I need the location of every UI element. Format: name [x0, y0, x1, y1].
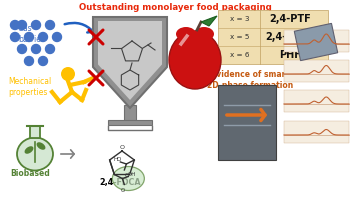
Text: O: O [121, 188, 126, 193]
Text: Biobased: Biobased [10, 170, 50, 178]
Polygon shape [98, 21, 162, 100]
FancyBboxPatch shape [284, 30, 349, 52]
Text: PHF: PHF [279, 50, 301, 60]
Ellipse shape [37, 142, 45, 150]
Circle shape [18, 21, 26, 29]
Text: Gas
barrier: Gas barrier [18, 24, 44, 44]
Text: 2,4-PPeF: 2,4-PPeF [266, 32, 314, 42]
Text: x = 5: x = 5 [230, 34, 250, 40]
Circle shape [39, 32, 47, 42]
Circle shape [25, 56, 33, 66]
FancyBboxPatch shape [218, 85, 276, 160]
Polygon shape [93, 17, 167, 108]
Text: 2,4-FDCA: 2,4-FDCA [99, 178, 141, 188]
Ellipse shape [17, 138, 53, 170]
Polygon shape [294, 23, 338, 61]
Circle shape [61, 67, 75, 81]
Polygon shape [201, 16, 217, 26]
Text: x = 3: x = 3 [230, 16, 250, 22]
Circle shape [25, 32, 33, 42]
Circle shape [39, 56, 47, 66]
FancyBboxPatch shape [124, 105, 136, 122]
Circle shape [53, 32, 61, 42]
Text: HO: HO [113, 157, 121, 162]
Ellipse shape [169, 31, 221, 89]
Ellipse shape [25, 146, 33, 154]
FancyBboxPatch shape [218, 10, 328, 64]
Circle shape [32, 21, 40, 29]
Text: O: O [125, 173, 130, 178]
Text: Mechanical
properties: Mechanical properties [8, 77, 51, 97]
Circle shape [18, 45, 26, 53]
FancyBboxPatch shape [30, 126, 40, 138]
Text: 2,4-PTF: 2,4-PTF [269, 14, 311, 24]
Circle shape [11, 21, 20, 29]
Circle shape [46, 21, 54, 29]
Text: Outstanding monolayer food packaging: Outstanding monolayer food packaging [79, 3, 271, 12]
Text: O: O [119, 145, 125, 150]
Circle shape [32, 45, 40, 53]
Text: x = 6: x = 6 [230, 52, 250, 58]
Text: OH: OH [128, 172, 137, 177]
Ellipse shape [176, 27, 196, 41]
Circle shape [11, 32, 20, 42]
FancyBboxPatch shape [284, 60, 349, 82]
FancyBboxPatch shape [108, 120, 152, 125]
Circle shape [46, 45, 54, 53]
FancyBboxPatch shape [284, 121, 349, 143]
Text: Evidence of smart
2D-phase formation: Evidence of smart 2D-phase formation [207, 70, 293, 90]
Ellipse shape [112, 167, 144, 191]
Ellipse shape [194, 27, 214, 41]
FancyBboxPatch shape [284, 90, 349, 112]
